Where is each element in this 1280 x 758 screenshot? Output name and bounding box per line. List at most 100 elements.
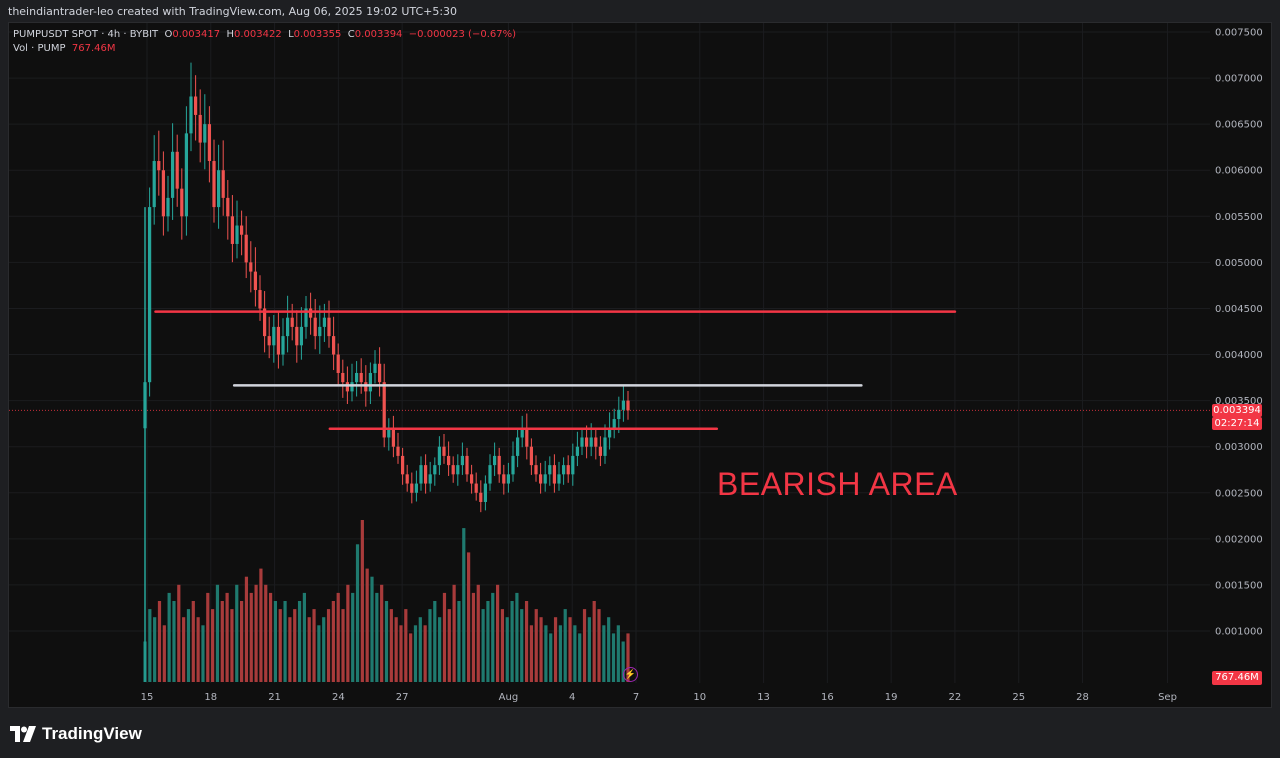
open-value: 0.003417	[172, 29, 221, 40]
volume-bar	[529, 625, 533, 682]
candle-body	[290, 317, 294, 327]
volume-bar	[206, 592, 210, 682]
candle-body	[626, 400, 630, 411]
volume-bar	[365, 568, 369, 682]
volume-bar	[288, 617, 292, 682]
volume-bar	[172, 601, 176, 682]
volume-bar	[153, 617, 157, 682]
candle-body	[603, 437, 607, 456]
volume-bar	[394, 617, 398, 682]
volume-bar	[616, 625, 620, 682]
candle-body	[207, 124, 212, 162]
tradingview-logo[interactable]: TradingView	[10, 724, 142, 744]
candle-body	[584, 437, 589, 447]
candle-body	[612, 419, 616, 429]
lightning-icon[interactable]: ⚡	[623, 667, 638, 682]
candle-body	[221, 170, 225, 198]
volume-bar	[331, 601, 335, 682]
time-axis[interactable]: 15 18 21 24 27 Aug 4 7 10 13 16 19 22 25 28 Sep	[141, 692, 1177, 703]
candle-body	[244, 234, 248, 263]
volume-bar	[582, 609, 587, 682]
legend-volume: Vol · PUMP 767.46M	[13, 43, 116, 54]
candle-body	[239, 225, 244, 235]
attribution-bar: theindiantrader-leo created with Trading…	[0, 0, 1280, 22]
candle-body	[253, 271, 258, 291]
candle-body	[189, 96, 193, 134]
candle-body	[198, 114, 202, 143]
candle-body	[566, 465, 570, 475]
candle-body	[488, 465, 492, 484]
volume-bar	[215, 584, 220, 682]
volume-bar	[182, 617, 186, 682]
horizontal-levels[interactable]	[154, 310, 957, 430]
candle-body	[308, 308, 313, 318]
volume-bar	[573, 625, 577, 682]
volume-bar	[418, 617, 422, 682]
candle-body	[405, 474, 409, 484]
candle-body	[170, 151, 175, 198]
volume-bar	[201, 625, 205, 682]
candle-body	[364, 382, 368, 392]
candle-body	[180, 188, 184, 217]
bearish-area-label[interactable]: BEARISH AREA	[717, 466, 958, 502]
volume-bar	[404, 609, 408, 682]
candle-body	[295, 326, 299, 346]
candle-body	[621, 400, 626, 410]
time-tick-label: 7	[633, 692, 639, 703]
time-tick-label: 25	[1012, 692, 1025, 703]
candle-body	[382, 382, 386, 438]
price-tick-label: 0.005500	[1215, 212, 1263, 223]
volume-bar	[467, 552, 471, 682]
candle-body	[419, 465, 423, 484]
time-tick-label: 27	[396, 692, 409, 703]
candle-body	[327, 317, 331, 337]
candle-body	[594, 437, 598, 447]
candle-body	[304, 308, 308, 327]
volume-bar	[346, 584, 350, 682]
volume-bar	[413, 625, 418, 682]
candle-body	[387, 428, 391, 438]
candle-body	[368, 372, 373, 392]
candle-body	[359, 372, 363, 383]
price-axis[interactable]: 0.007500 0.007000 0.006500 0.006000 0.005500…	[1215, 28, 1263, 638]
candle-body	[331, 336, 336, 355]
volume-bar	[568, 617, 572, 682]
volume-bar	[384, 601, 389, 682]
volume-bar	[471, 592, 476, 682]
volume-bar	[177, 584, 181, 682]
volume-bar	[524, 601, 529, 682]
volume-bar	[278, 609, 282, 682]
volume-bar	[505, 617, 509, 682]
volume-badge: 767.46M	[1212, 671, 1262, 685]
candle-body	[276, 326, 281, 355]
volume-bar	[534, 609, 538, 682]
candle-body	[571, 455, 575, 475]
volume-bar	[341, 609, 345, 682]
candle-body	[534, 465, 538, 475]
candle-body	[410, 483, 414, 493]
candle-body	[262, 308, 267, 337]
volume-bar	[157, 601, 162, 682]
candle-body	[166, 197, 170, 217]
candle-body	[203, 124, 207, 143]
candle-body	[557, 474, 561, 484]
volume-bar	[520, 609, 524, 682]
volume-bar	[442, 592, 447, 682]
candle-body	[175, 151, 179, 189]
candle-body	[193, 96, 198, 115]
volume-bar	[264, 584, 268, 682]
volume-bar	[563, 609, 567, 682]
open-key: O	[164, 29, 173, 40]
volume-bar	[249, 592, 253, 682]
volume-bar	[307, 617, 311, 682]
candle-body	[538, 474, 543, 484]
symbol-label[interactable]: PUMPUSDT SPOT · 4h · BYBIT	[13, 29, 159, 40]
volume-bar	[428, 609, 432, 682]
volume-bar	[297, 601, 302, 682]
volume-bar	[578, 633, 582, 682]
candle-body	[589, 437, 593, 447]
volume-label[interactable]: Vol · PUMP	[13, 43, 66, 54]
candle-body	[433, 465, 437, 475]
volume-bars	[143, 520, 630, 682]
